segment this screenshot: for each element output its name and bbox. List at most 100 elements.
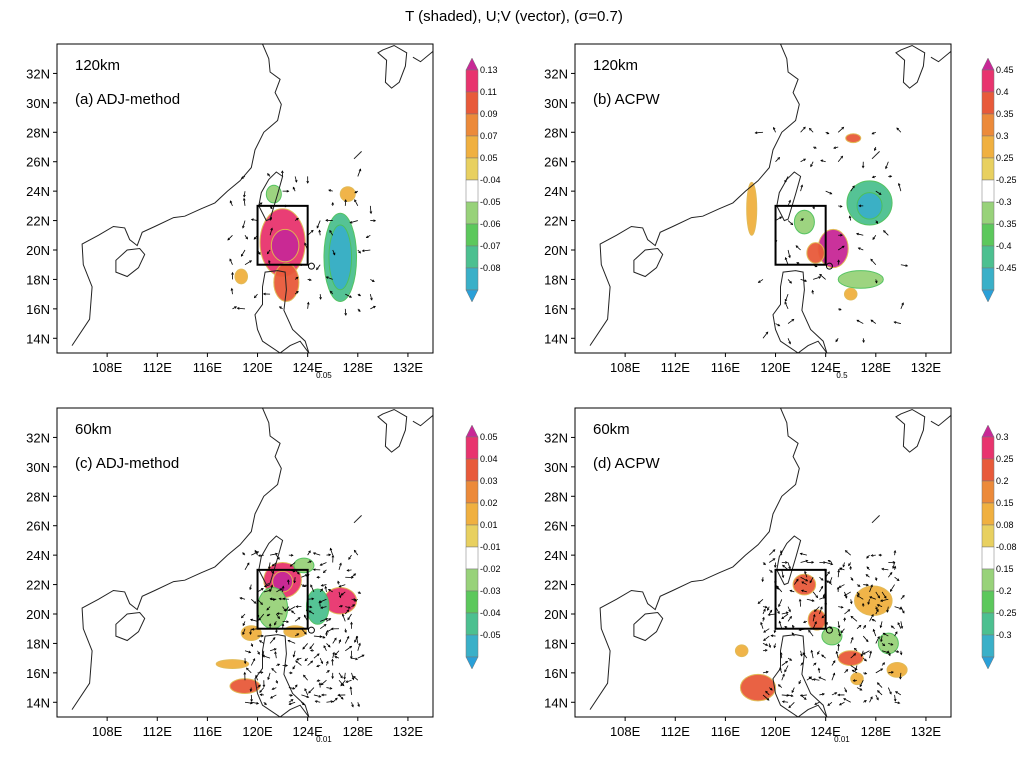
colorbar-label: -0.08 xyxy=(996,542,1017,552)
coastline xyxy=(255,635,309,717)
coastline xyxy=(354,151,362,158)
y-tick-label: 18N xyxy=(26,636,50,651)
temperature-blob xyxy=(258,588,288,629)
colorbar: 0.450.40.350.30.25-0.25-0.3-0.35-0.4-0.4… xyxy=(982,58,1017,302)
colorbar-top-arrow xyxy=(982,425,994,437)
panel-label: (a) ADJ-method xyxy=(75,91,180,108)
x-tick-label: 116E xyxy=(711,360,741,375)
colorbar-label: 0.11 xyxy=(480,87,497,97)
y-tick-label: 16N xyxy=(26,666,50,681)
wind-vector xyxy=(884,231,889,236)
colorbar-label: 0.3 xyxy=(996,432,1009,442)
x-tick-label: 108E xyxy=(610,724,641,739)
panel-label: (b) ACPW xyxy=(593,91,661,108)
colorbar-segment xyxy=(466,268,478,290)
y-tick-label: 30N xyxy=(544,460,568,475)
wind-vector xyxy=(246,668,251,673)
coastline xyxy=(872,515,880,522)
colorbar-segment xyxy=(466,70,478,92)
panel-resolution: 120km xyxy=(593,57,638,74)
y-tick-label: 24N xyxy=(26,548,50,563)
reference-vector-label: 0.01 xyxy=(834,735,850,744)
panel-resolution: 60km xyxy=(75,421,112,438)
colorbar-segment xyxy=(982,569,994,591)
temperature-blob xyxy=(846,134,861,143)
wind-vector xyxy=(308,661,313,665)
y-tick-label: 30N xyxy=(544,96,568,111)
y-tick-label: 18N xyxy=(544,636,568,651)
coastline xyxy=(378,410,407,453)
colorbar-top-arrow xyxy=(982,58,994,70)
wind-vector xyxy=(758,599,763,603)
panel-label: (d) ACPW xyxy=(593,455,661,472)
y-tick-label: 30N xyxy=(26,96,50,111)
coastline xyxy=(378,46,407,89)
wind-vector xyxy=(890,585,894,592)
x-tick-label: 108E xyxy=(92,360,123,375)
y-tick-label: 14N xyxy=(26,695,50,710)
colorbar-segment xyxy=(466,613,478,635)
wind-vector xyxy=(838,127,843,132)
wind-vector xyxy=(270,638,275,644)
colorbar-segment xyxy=(982,202,994,224)
wind-vector xyxy=(789,702,794,707)
wind-vector xyxy=(763,332,768,338)
y-tick-label: 14N xyxy=(544,331,568,346)
colorbar-label: 0.04 xyxy=(480,454,498,464)
y-tick-label: 32N xyxy=(26,430,50,445)
coastline xyxy=(333,357,343,404)
wind-vector xyxy=(345,646,351,651)
temperature-blob xyxy=(844,288,857,300)
x-tick-label: 112E xyxy=(661,724,691,739)
colorbar-segment xyxy=(982,180,994,202)
colorbar-segment xyxy=(982,268,994,290)
y-tick-label: 32N xyxy=(544,66,568,81)
x-tick-label: 128E xyxy=(861,360,892,375)
wind-vector xyxy=(321,680,326,685)
panel-label: (c) ADJ-method xyxy=(75,455,179,472)
y-tick-label: 22N xyxy=(544,214,568,229)
y-tick-label: 28N xyxy=(544,489,568,504)
x-tick-label: 120E xyxy=(760,724,791,739)
temperature-blob xyxy=(851,673,864,685)
colorbar-segment xyxy=(982,437,994,459)
temperature-blob xyxy=(793,574,816,595)
y-tick-label: 18N xyxy=(544,272,568,287)
coastline xyxy=(72,408,281,710)
colorbar-label: -0.3 xyxy=(996,630,1012,640)
x-tick-label: 120E xyxy=(242,360,273,375)
x-tick-label: 132E xyxy=(911,360,942,375)
coastline xyxy=(896,410,925,453)
wind-vector xyxy=(876,669,883,673)
colorbar-label: -0.04 xyxy=(480,608,501,618)
colorbar-segment xyxy=(466,569,478,591)
reference-vector-label: 0.5 xyxy=(836,371,848,380)
coastline xyxy=(851,357,861,404)
colorbar-label: 0.15 xyxy=(996,498,1014,508)
colorbar-bottom-arrow xyxy=(466,657,478,669)
colorbar-segment xyxy=(982,70,994,92)
y-tick-label: 32N xyxy=(26,66,50,81)
coastline xyxy=(872,151,880,158)
colorbar-segment xyxy=(466,459,478,481)
x-tick-label: 132E xyxy=(393,724,424,739)
colorbar-segment xyxy=(466,591,478,613)
colorbar-segment xyxy=(466,525,478,547)
reference-vector-marker xyxy=(308,627,314,633)
temperature-blob xyxy=(216,660,249,669)
colorbar-bottom-arrow xyxy=(466,290,478,302)
coastline xyxy=(773,271,827,353)
y-tick-label: 22N xyxy=(26,214,50,229)
colorbar-label: -0.08 xyxy=(480,263,501,273)
colorbar-label: 0.4 xyxy=(996,87,1009,97)
colorbar-label: -0.06 xyxy=(480,219,501,229)
wind-vector xyxy=(314,654,319,658)
colorbar-label: 0.35 xyxy=(996,109,1014,119)
colorbar-segment xyxy=(466,635,478,657)
temperature-blob xyxy=(838,271,883,289)
colorbar-label: -0.45 xyxy=(996,263,1017,273)
colorbar-label: -0.2 xyxy=(996,586,1012,596)
